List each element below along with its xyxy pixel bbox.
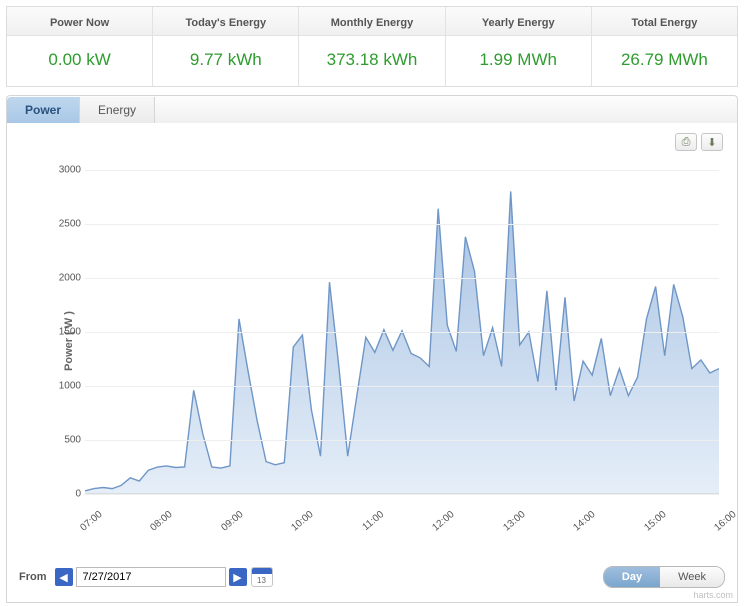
summary-value: 373.18 kWh: [299, 36, 444, 86]
range-toggle: Day Week: [603, 566, 725, 588]
summary-label: Total Energy: [592, 7, 737, 36]
ytick-label: 2500: [45, 218, 81, 229]
summary-yearly-energy: Yearly Energy 1.99 MWh: [446, 7, 592, 86]
xtick-label: 10:00: [290, 509, 316, 534]
summary-monthly-energy: Monthly Energy 373.18 kWh: [299, 7, 445, 86]
summary-value: 26.79 MWh: [592, 36, 737, 86]
xtick-label: 16:00: [712, 509, 738, 534]
xtick-label: 12:00: [431, 509, 457, 534]
xtick-label: 11:00: [360, 509, 386, 533]
summary-total-energy: Total Energy 26.79 MWh: [592, 7, 737, 86]
summary-label: Power Now: [7, 7, 152, 36]
summary-power-now: Power Now 0.00 kW: [7, 7, 153, 86]
chart-tools: ⎙ ⬇: [675, 133, 723, 151]
download-icon: ⬇: [707, 136, 716, 149]
xtick-label: 07:00: [78, 509, 104, 534]
chart-credits: harts.com: [693, 590, 733, 600]
date-next-button[interactable]: ▶: [229, 568, 247, 586]
ytick-label: 3000: [45, 164, 81, 175]
ytick-label: 2000: [45, 272, 81, 283]
tab-power[interactable]: Power: [7, 97, 80, 123]
xtick-label: 13:00: [501, 509, 527, 534]
xtick-label: 09:00: [219, 509, 245, 534]
summary-label: Today's Energy: [153, 7, 298, 36]
calendar-day: 13: [252, 574, 272, 586]
xtick-label: 08:00: [149, 509, 175, 534]
xtick-label: 14:00: [571, 509, 597, 534]
chart-plot: 05001000150020002500300007:0008:0009:001…: [85, 159, 719, 494]
chart-ylabel: Power ( W ): [63, 311, 75, 371]
print-icon: ⎙: [682, 136, 691, 149]
summary-value: 0.00 kW: [7, 36, 152, 86]
range-week-button[interactable]: Week: [660, 567, 724, 587]
summary-value: 9.77 kWh: [153, 36, 298, 86]
summary-value: 1.99 MWh: [446, 36, 591, 86]
ytick-label: 500: [45, 434, 81, 445]
summary-label: Monthly Energy: [299, 7, 444, 36]
from-label: From: [19, 571, 47, 583]
date-prev-button[interactable]: ◀: [55, 568, 73, 586]
date-input[interactable]: [76, 567, 226, 587]
xtick-label: 15:00: [642, 509, 668, 534]
ytick-label: 1000: [45, 380, 81, 391]
chart-tabbar: Power Energy: [6, 95, 738, 123]
tab-energy[interactable]: Energy: [80, 97, 155, 123]
range-day-button[interactable]: Day: [604, 567, 660, 587]
chart-area: Power ( W ) 05001000150020002500300007:0…: [37, 159, 719, 522]
date-controls: From ◀ ▶ 13 Day Week: [19, 562, 725, 592]
print-button[interactable]: ⎙: [675, 133, 697, 151]
download-button[interactable]: ⬇: [701, 133, 723, 151]
calendar-button[interactable]: 13: [251, 567, 273, 587]
summary-label: Yearly Energy: [446, 7, 591, 36]
chart-svg: [85, 159, 719, 494]
summary-todays-energy: Today's Energy 9.77 kWh: [153, 7, 299, 86]
ytick-label: 0: [45, 489, 81, 500]
summary-table: Power Now 0.00 kW Today's Energy 9.77 kW…: [6, 6, 738, 87]
chart-panel: ⎙ ⬇ Power ( W ) 050010001500200025003000…: [6, 123, 738, 603]
ytick-label: 1500: [45, 326, 81, 337]
